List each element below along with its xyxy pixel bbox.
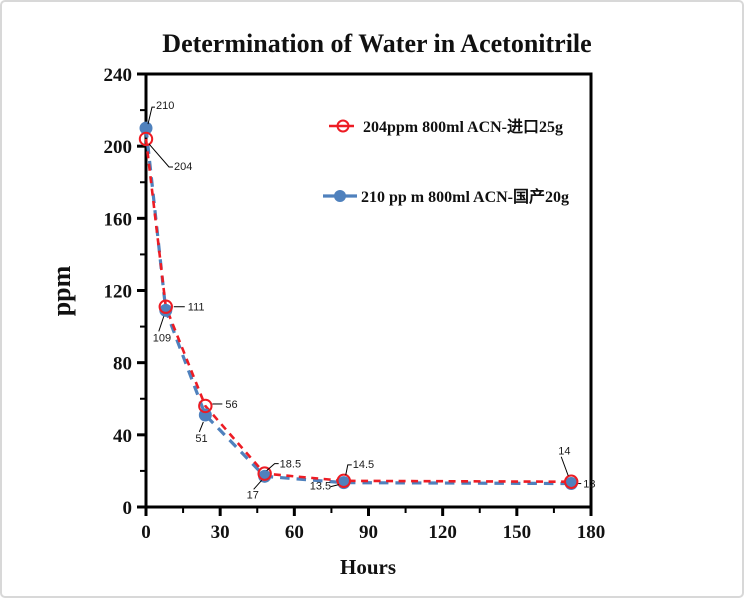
chart-title: Determination of Water in Acetonitrile <box>162 29 591 58</box>
y-tick-label: 120 <box>104 282 133 303</box>
legend-filled-circle-icon <box>334 190 346 202</box>
point-label-leader <box>330 484 339 488</box>
data-point-marker-domestic <box>139 121 153 135</box>
data-point-marker-imported <box>257 466 272 481</box>
y-axis-label: ppm <box>47 265 76 316</box>
point-label: 109 <box>153 332 171 344</box>
plot-box <box>144 72 593 509</box>
point-label: 51 <box>195 433 207 445</box>
legend-open-circle-icon <box>336 119 350 133</box>
series-line-0 <box>144 138 572 484</box>
x-tick-label: 30 <box>211 522 230 543</box>
point-label-leader <box>198 421 204 433</box>
legend-marker-domestic <box>323 190 357 202</box>
legend-marker-imported <box>329 119 354 133</box>
x-tick-label: 120 <box>428 522 457 543</box>
x-tick-label: 60 <box>285 522 304 543</box>
data-point-marker-imported <box>336 473 351 489</box>
point-label: 210 <box>156 100 174 112</box>
y-tick-label: 80 <box>113 354 132 375</box>
point-label: 14.5 <box>353 459 374 471</box>
x-tick-label: 0 <box>141 522 151 543</box>
data-point-marker-imported <box>138 131 154 147</box>
data-point-marker-imported <box>158 299 173 314</box>
x-tick-label: 150 <box>503 522 532 543</box>
point-label-leader <box>253 479 263 490</box>
point-label: 56 <box>225 399 237 411</box>
point-label: 111 <box>188 302 205 314</box>
point-label: 14 <box>558 446 570 458</box>
point-label-leader <box>560 456 569 476</box>
x-axis-label: Hours <box>340 555 396 579</box>
data-point-marker-imported <box>198 398 213 414</box>
legend-label-domestic: 210 pp m 800ml ACN-国产20g <box>361 187 569 206</box>
point-label-leader <box>148 143 173 168</box>
y-tick-label: 160 <box>104 209 133 230</box>
legend: 204ppm 800ml ACN-进口25g 210 pp m 800ml AC… <box>323 118 569 206</box>
plot-area: 0 30 60 90 120 150 180 0 40 80 120 160 200 240 210 204 1… <box>104 65 606 543</box>
point-label-leader <box>147 106 155 125</box>
x-tick-label: 180 <box>577 522 606 543</box>
point-label: 13.5 <box>310 481 331 493</box>
point-label: 17 <box>247 489 259 501</box>
point-label: 204 <box>174 161 192 173</box>
point-label-leader <box>345 464 352 475</box>
data-point-marker-imported <box>564 474 579 489</box>
data-point-marker-domestic <box>159 303 173 317</box>
series-line-1 <box>144 127 572 486</box>
x-tick-label: 90 <box>359 522 378 543</box>
y-tick-label: 240 <box>104 65 133 86</box>
point-label: 18.5 <box>280 459 301 471</box>
y-tick-label: 0 <box>123 498 133 519</box>
y-tick-label: 40 <box>113 426 132 447</box>
point-label-leader <box>158 316 165 332</box>
y-tick-label: 200 <box>104 137 133 158</box>
legend-label-imported: 204ppm 800ml ACN-进口25g <box>363 118 563 136</box>
point-label-leader <box>266 463 279 471</box>
point-label: 13 <box>583 479 595 491</box>
